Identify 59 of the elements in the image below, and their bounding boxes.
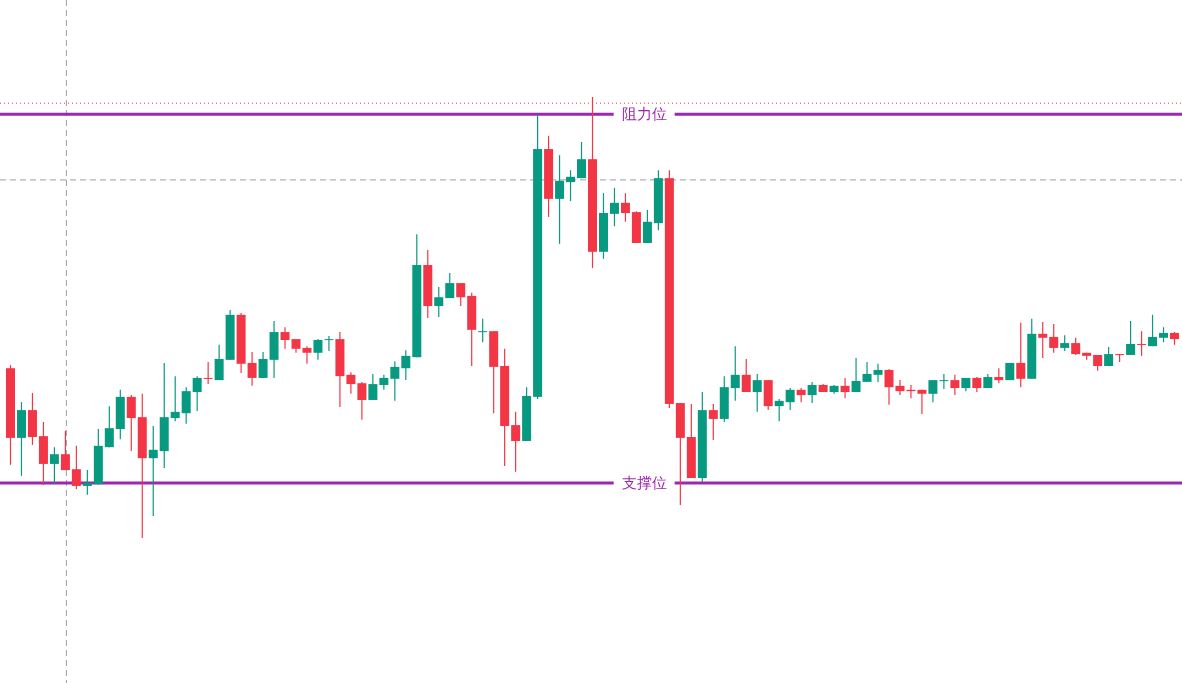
candlestick: [1038, 321, 1048, 359]
candlestick: [401, 349, 411, 381]
candlestick: [313, 338, 323, 361]
candlestick: [884, 368, 894, 406]
candlestick: [126, 394, 136, 452]
candlestick: [1049, 323, 1059, 354]
candlestick: [456, 282, 466, 307]
candlestick: [280, 326, 290, 350]
candlestick: [346, 371, 356, 395]
candlestick: [555, 154, 565, 245]
candlestick: [511, 411, 521, 473]
candlestick: [741, 358, 751, 393]
candlestick: [192, 375, 202, 412]
candlestick: [434, 286, 444, 318]
candlestick: [60, 430, 70, 471]
ref-line-label: 阻力位: [621, 105, 667, 124]
candlestick: [203, 361, 213, 385]
candlestick: [895, 379, 905, 396]
candlestick: [752, 373, 762, 413]
candlestick: [82, 469, 92, 496]
candlestick: [796, 387, 806, 403]
candlestick: [939, 373, 949, 390]
candlestick: [620, 192, 630, 223]
candlestick: [1016, 322, 1026, 388]
candlestick: [708, 403, 718, 441]
candlestick: [390, 360, 400, 402]
candlestick: [49, 446, 59, 485]
candlestick: [851, 357, 861, 393]
candlestick: [148, 425, 158, 517]
candlestick: [785, 387, 795, 411]
candlestick: [609, 187, 619, 227]
candlestick: [214, 344, 224, 381]
candlestick: [258, 351, 268, 379]
candlestick: [445, 272, 455, 299]
candlestick: [730, 345, 740, 402]
candlestick: [71, 445, 81, 490]
candlestick: [368, 373, 378, 401]
candlestick: [1148, 314, 1158, 347]
candlestick: [873, 363, 883, 383]
candlestick: [324, 335, 334, 352]
candlestick: [807, 381, 817, 404]
candlestick: [247, 351, 257, 387]
candlestick: [917, 389, 927, 415]
ref-line-label: 支撑位: [621, 473, 667, 492]
candlestick: [478, 318, 488, 343]
candlestick: [862, 361, 872, 383]
candlestick: [928, 379, 938, 403]
candlestick: [577, 141, 587, 179]
candlestick: [1126, 320, 1136, 356]
candlestick: [840, 377, 850, 399]
candlestick: [1137, 330, 1147, 357]
candlestick: [170, 375, 180, 422]
candlestick: [950, 374, 960, 396]
candlestick: [774, 398, 784, 422]
candlestick: [642, 209, 652, 244]
candlestick: [104, 405, 114, 448]
candlestick: [566, 169, 576, 202]
candlestick: [181, 386, 191, 425]
candlestick: [357, 381, 367, 421]
